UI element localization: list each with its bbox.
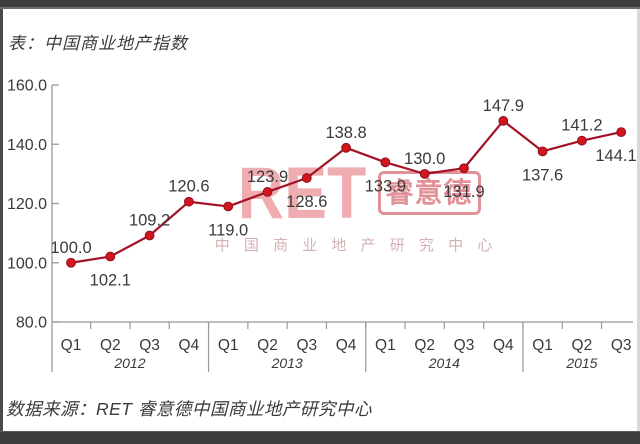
- data-point: [105, 251, 116, 262]
- data-point-label: 128.6: [286, 193, 327, 211]
- x-axis-quarter-label: Q3: [139, 337, 160, 354]
- x-axis-quarter-label: Q4: [493, 337, 514, 354]
- data-point-label: 100.0: [50, 239, 91, 257]
- data-point: [341, 142, 352, 153]
- x-axis-quarter-label: Q1: [532, 337, 553, 354]
- data-point-label: 130.0: [404, 150, 445, 168]
- data-point: [144, 230, 155, 241]
- data-point-label: 123.9: [247, 168, 288, 186]
- data-point-label: 133.9: [365, 177, 406, 195]
- y-axis-label: 120.0: [7, 196, 47, 213]
- x-axis-year-label: 2014: [428, 355, 460, 371]
- x-axis-quarter-label: Q3: [611, 337, 632, 354]
- data-point-label: 120.6: [168, 178, 209, 196]
- left-edge-strip: [0, 9, 3, 431]
- y-axis-label: 140.0: [7, 137, 47, 154]
- data-point: [301, 173, 312, 183]
- data-point: [537, 146, 548, 157]
- x-axis-quarter-label: Q2: [572, 337, 593, 354]
- x-axis-quarter-label: Q3: [296, 337, 317, 354]
- series-line: [70, 119, 622, 264]
- data-point-label: 137.6: [522, 166, 563, 184]
- data-point: [459, 163, 469, 174]
- x-axis-quarter-label: Q3: [454, 337, 475, 354]
- data-point-label: 144.1: [595, 147, 636, 165]
- data-point: [616, 127, 627, 138]
- x-axis-quarter-label: Q1: [61, 337, 82, 354]
- x-axis-quarter-label: Q1: [218, 337, 239, 354]
- x-axis-quarter-label: Q4: [336, 337, 357, 354]
- data-point-label: 141.2: [561, 117, 602, 135]
- data-point: [380, 157, 391, 168]
- x-axis-quarter-label: Q1: [375, 337, 396, 354]
- data-point: [419, 168, 430, 179]
- y-axis-label: 80.0: [16, 315, 47, 332]
- x-axis-quarter-label: Q2: [414, 337, 435, 354]
- y-axis-label: 100.0: [7, 255, 47, 272]
- data-point: [66, 257, 76, 268]
- x-axis-quarter-label: Q4: [179, 337, 200, 354]
- data-point-label: 109.2: [129, 211, 170, 229]
- data-point-label: 131.9: [443, 183, 484, 201]
- bottom-frame-bar: [0, 431, 640, 444]
- top-frame-bar: [0, 0, 640, 9]
- x-axis-year-label: 2013: [271, 355, 303, 371]
- source-note: 数据来源：RET 睿意德中国商业地产研究中心: [6, 399, 372, 419]
- data-point: [184, 196, 194, 207]
- y-axis-label: 160.0: [7, 78, 47, 95]
- data-point-label: 138.8: [325, 124, 366, 142]
- data-point-label: 119.0: [208, 221, 248, 239]
- data-point: [223, 201, 234, 212]
- data-point-label: 102.1: [90, 272, 131, 290]
- x-axis-year-label: 2012: [113, 355, 145, 371]
- x-axis-year-label: 2015: [565, 355, 597, 371]
- data-point: [577, 135, 587, 146]
- x-axis-quarter-label: Q2: [257, 337, 278, 354]
- chart-title: 表：中国商业地产指数: [8, 34, 188, 53]
- data-point: [498, 115, 509, 126]
- right-edge-strip: [637, 9, 640, 431]
- data-point-label: 147.9: [483, 97, 524, 115]
- x-axis-quarter-label: Q2: [100, 337, 121, 354]
- data-point: [262, 187, 273, 197]
